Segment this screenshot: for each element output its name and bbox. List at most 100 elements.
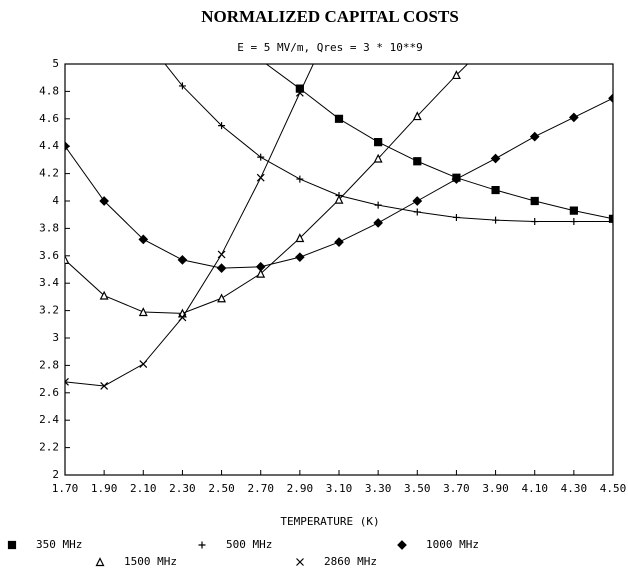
marker (65, 377, 69, 386)
y-tick-label: 3.6 (39, 249, 59, 262)
legend-label: 1500 MHz (124, 555, 177, 568)
marker (334, 237, 344, 247)
x-tick-label: 2.50 (208, 482, 235, 495)
marker (570, 218, 578, 226)
marker (608, 93, 613, 104)
y-tick-label: 3.2 (39, 304, 59, 317)
x-tick-label: 4.10 (521, 482, 548, 495)
marker (452, 213, 460, 221)
marker (374, 201, 382, 209)
marker (412, 111, 422, 121)
marker (178, 82, 186, 90)
marker (296, 175, 304, 183)
y-tick-label: 4 (52, 194, 59, 207)
marker (295, 88, 304, 97)
x-tick-label: 1.90 (91, 482, 118, 495)
marker (608, 214, 613, 223)
marker (492, 216, 500, 224)
marker (334, 114, 344, 123)
marker (256, 268, 266, 278)
marker (217, 250, 226, 259)
marker (374, 137, 383, 147)
x-tick-label: 2.90 (287, 482, 314, 495)
marker (373, 218, 383, 228)
y-tick-label: 2.4 (39, 413, 59, 426)
marker (492, 33, 499, 40)
marker (295, 233, 305, 243)
marker (177, 255, 188, 265)
marker (413, 208, 421, 216)
marker (257, 153, 265, 161)
marker (609, 218, 613, 226)
marker (99, 290, 109, 300)
x-tick-label: 3.50 (404, 482, 431, 495)
marker (412, 196, 423, 206)
legend-marker (397, 540, 407, 550)
y-tick-label: 4.2 (39, 167, 59, 180)
marker (99, 196, 109, 206)
y-tick-label: 4.6 (39, 112, 59, 125)
marker (451, 174, 462, 184)
y-tick-label: 3 (52, 331, 59, 344)
x-tick-label: 2.10 (130, 482, 157, 495)
marker (529, 131, 540, 142)
x-tick-label: 4.30 (561, 482, 588, 495)
marker (413, 157, 422, 166)
marker (218, 122, 226, 130)
y-tick-label: 4.4 (39, 139, 59, 152)
x-tick-label: 3.70 (443, 482, 470, 495)
y-tick-label: 2.6 (39, 386, 59, 399)
chart-title: NORMALIZED CAPITAL COSTS (201, 7, 459, 26)
marker (139, 360, 148, 368)
marker (451, 70, 461, 80)
marker (531, 218, 539, 226)
marker (100, 382, 109, 390)
y-tick-label: 3.4 (39, 276, 59, 289)
series-line (65, 64, 314, 387)
legend-marker (7, 540, 17, 550)
x-tick-label: 4.50 (600, 482, 627, 495)
marker (373, 153, 383, 163)
marker (295, 252, 305, 263)
marker (138, 307, 148, 317)
marker (140, 33, 147, 40)
legend-marker (95, 557, 105, 567)
x-tick-label: 3.30 (365, 482, 392, 495)
legend-label: 350 MHz (36, 538, 82, 551)
y-tick-label: 2.8 (39, 358, 59, 371)
y-tick-label: 5 (52, 57, 59, 70)
x-tick-label: 2.30 (169, 482, 196, 495)
legend-label: 1000 MHz (426, 538, 479, 551)
marker (569, 206, 578, 215)
legend-label: 2860 MHz (324, 555, 377, 568)
series-line (265, 64, 613, 220)
marker (334, 194, 344, 204)
x-tick-label: 2.70 (247, 482, 274, 495)
x-tick-label: 3.10 (326, 482, 353, 495)
marker (216, 263, 227, 273)
plot-frame (64, 63, 614, 476)
marker (490, 153, 501, 164)
y-tick-label: 3.8 (39, 221, 59, 234)
marker (178, 313, 187, 322)
marker (569, 112, 579, 123)
legend-label: 500 MHz (226, 538, 272, 551)
series-line (65, 64, 469, 314)
legend-marker (296, 558, 304, 566)
marker (217, 293, 227, 303)
marker (530, 196, 539, 206)
x-axis-label: TEMPERATURE (K) (280, 515, 379, 528)
marker (257, 56, 264, 63)
marker (138, 234, 149, 245)
y-tick-label: 2.2 (39, 441, 59, 454)
legend-marker (198, 541, 206, 549)
plot-area (65, 33, 613, 390)
x-tick-label: 1.70 (52, 482, 79, 495)
marker (65, 255, 70, 265)
marker (256, 173, 265, 182)
marker (491, 185, 500, 195)
chart-subtitle: E = 5 MV/m, Qres = 3 * 10**9 (237, 41, 422, 54)
y-tick-label: 4.8 (39, 84, 59, 97)
y-tick-label: 2 (52, 468, 59, 481)
